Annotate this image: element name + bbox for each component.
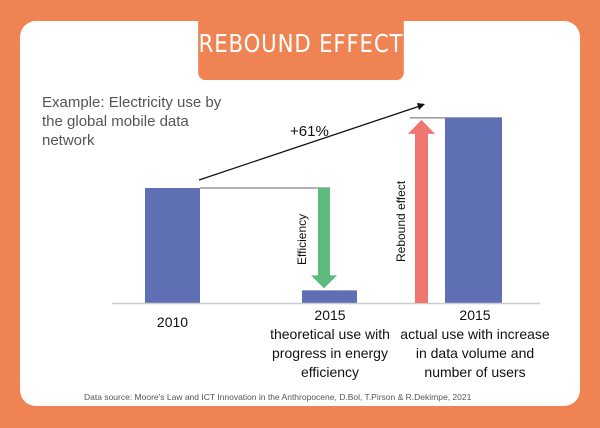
subtitle: Example: Electricity use by the global m… — [42, 94, 222, 149]
growth-label: +61% — [290, 123, 329, 140]
growth-arrowhead — [417, 103, 425, 110]
efficiency-label: Efficiency — [295, 214, 309, 265]
efficiency-arrowhead — [311, 275, 337, 289]
bar-1 — [302, 290, 357, 303]
label-2015-actual-desc: actual use with increase in data volume … — [400, 326, 550, 380]
bar-2 — [445, 117, 502, 303]
rebound-label: Rebound effect — [394, 180, 408, 262]
bar-0 — [145, 188, 200, 303]
label-2015-actual: 2015 actual use with increase in data vol… — [400, 306, 550, 382]
efficiency-arrow-shaft — [318, 188, 330, 277]
growth-arrow-line — [198, 105, 421, 181]
label-2015-actual-year: 2015 — [459, 307, 491, 323]
label-2010: 2010 — [130, 313, 215, 332]
label-2015-theoretical-desc: theoretical use with progress in energy … — [270, 326, 390, 380]
rebound-arrowhead — [408, 119, 435, 134]
page-title: REBOUND EFFECT — [198, 21, 404, 80]
label-2015-theoretical: 2015 theoretical use with progress in ene… — [270, 306, 390, 382]
rebound-arrow-shaft — [415, 131, 428, 303]
data-source: Data source: Moore's Law and ICT Innovat… — [84, 392, 472, 402]
label-2010-year: 2010 — [156, 314, 189, 330]
label-2015-theoretical-year: 2015 — [314, 307, 346, 323]
